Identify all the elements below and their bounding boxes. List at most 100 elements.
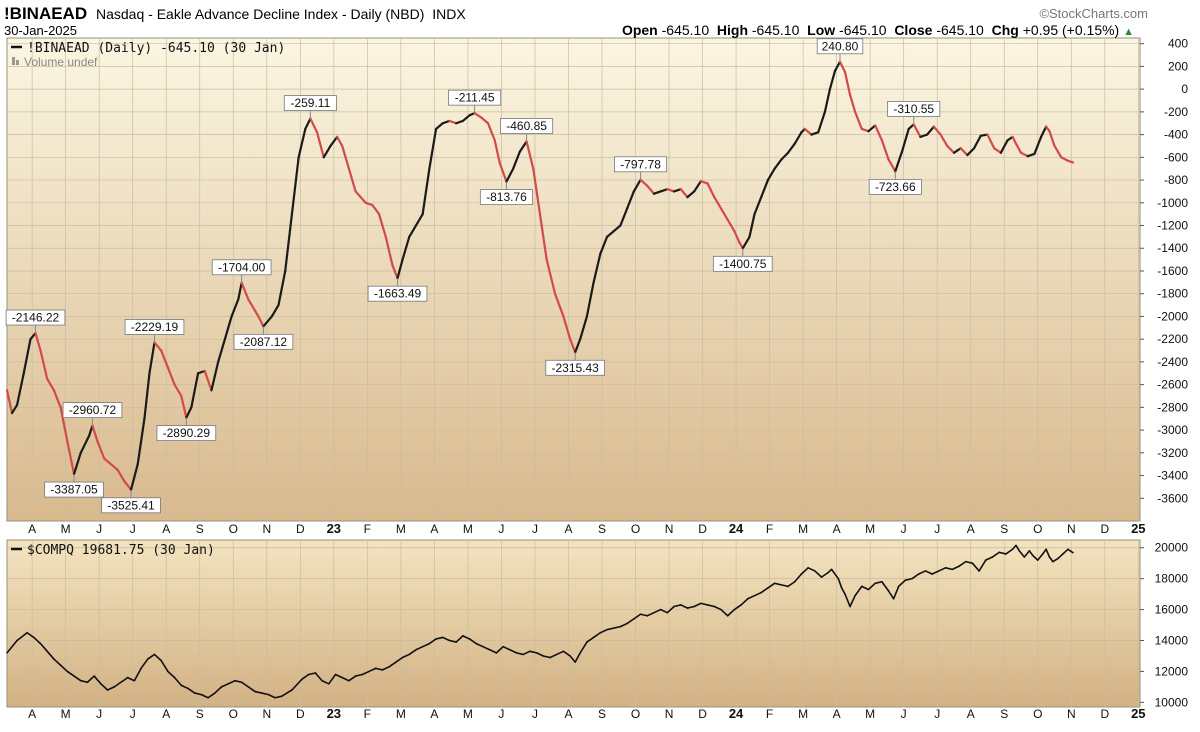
x-tick-label: A (430, 707, 438, 721)
series-segment (585, 281, 595, 318)
annotation-label: -2087.12 (240, 335, 288, 349)
series-segment (143, 372, 151, 420)
annotation-box (211, 259, 272, 276)
annotation-box (156, 425, 217, 442)
series-segment (726, 218, 736, 233)
annotation: -2890.29 (156, 417, 217, 442)
series-segment (371, 203, 381, 216)
series-segment (482, 645, 491, 651)
series-segment (113, 681, 122, 688)
annotation-box (101, 497, 161, 514)
annotation-label: -2229.19 (131, 320, 179, 334)
series-segment (167, 670, 176, 679)
series-segment (203, 369, 213, 392)
series-segment (34, 331, 42, 352)
series-segment (428, 638, 437, 645)
x-tick-label: F (766, 522, 773, 536)
series-segment (480, 116, 490, 125)
x-tick-label: A (430, 522, 438, 536)
close-label: Close (894, 22, 933, 38)
series-segment (639, 613, 649, 617)
series-segment (1028, 550, 1034, 557)
series-segment (347, 167, 357, 193)
annotation-box (816, 38, 864, 55)
series-segment (133, 667, 142, 682)
high-label: High (716, 22, 748, 38)
series-segment (388, 661, 397, 668)
chart-exchange: INDX (432, 6, 466, 22)
annotation-label: -1704.00 (218, 260, 266, 274)
series-segment (1015, 544, 1021, 552)
series-segment (1014, 142, 1023, 154)
series-segment (1067, 548, 1074, 554)
series-segment (10, 403, 19, 415)
x-tick-label: J (934, 707, 940, 721)
x-tick-label: M (396, 522, 406, 536)
series-segment (881, 580, 890, 592)
y-tick-label: 0 (1181, 82, 1188, 96)
series-segment (309, 117, 319, 134)
panel-label: $COMPQ 19681.75 (30 Jan) (27, 543, 215, 558)
series-segment (659, 188, 669, 193)
series-segment (555, 650, 565, 656)
series-segment (473, 112, 483, 119)
series-segment (562, 650, 571, 657)
series-segment (652, 190, 662, 195)
chart-panels: A M J J A S O N D 23 F M A M J J A S O N D 24 F M A M J J A S O N D 25 400… (5, 37, 1189, 721)
series-segment (545, 258, 557, 295)
series-segment (700, 602, 709, 606)
x-tick-label: M (463, 707, 473, 721)
series-segment (529, 650, 538, 654)
series-segment (574, 338, 582, 354)
series-segment (314, 672, 323, 682)
series-segment (46, 650, 55, 660)
series-segment (740, 597, 749, 606)
series-segment (354, 673, 364, 677)
series-segment (493, 139, 501, 165)
series-segment (505, 167, 515, 183)
chg-up-arrow-icon: ▲ (1123, 26, 1134, 38)
x-tick-label: 23 (327, 521, 341, 536)
series-segment (146, 653, 156, 660)
x-tick-label: A (564, 707, 572, 721)
x-tick-label: 25 (1131, 521, 1145, 536)
x-tick-label: J (130, 522, 136, 536)
open-value: -645.10 (661, 22, 710, 38)
series-segment (26, 631, 35, 639)
series-segment (853, 110, 863, 131)
series-segment (932, 125, 942, 136)
y-tick-label: -3000 (1157, 423, 1188, 437)
open-label: Open (621, 22, 658, 38)
y-tick-label: -2200 (1157, 332, 1188, 346)
series-segment (498, 161, 508, 183)
series-segment (374, 667, 384, 671)
series-segment (848, 93, 857, 113)
series-segment (793, 573, 803, 583)
series-segment (66, 670, 75, 677)
series-segment (173, 383, 183, 398)
series-segment (1036, 553, 1044, 561)
annotation-box (448, 89, 502, 106)
annotation: -797.78 (614, 156, 668, 180)
series-segment (240, 281, 250, 301)
close-value: -645.10 (936, 22, 984, 38)
series-segment (66, 440, 76, 476)
y-tick-label: 400 (1168, 37, 1188, 51)
x-tick-label: N (665, 522, 674, 536)
series-segment (766, 167, 776, 182)
series-segment (538, 213, 548, 261)
series-segment (408, 648, 417, 656)
annotation-box (887, 101, 941, 117)
series-segment (341, 676, 350, 682)
annotation-box (545, 359, 605, 376)
series-segment (971, 562, 980, 572)
annotation-box (614, 156, 668, 173)
series-segment (626, 618, 635, 625)
brand-label[interactable]: ©StockCharts.com (1039, 6, 1148, 21)
x-tick-label: N (1067, 522, 1076, 536)
series-segment (415, 645, 424, 651)
series-segment (952, 147, 962, 154)
y-tick-label: 14000 (1155, 634, 1189, 648)
series-segment (512, 150, 521, 170)
series-segment (1048, 556, 1054, 563)
